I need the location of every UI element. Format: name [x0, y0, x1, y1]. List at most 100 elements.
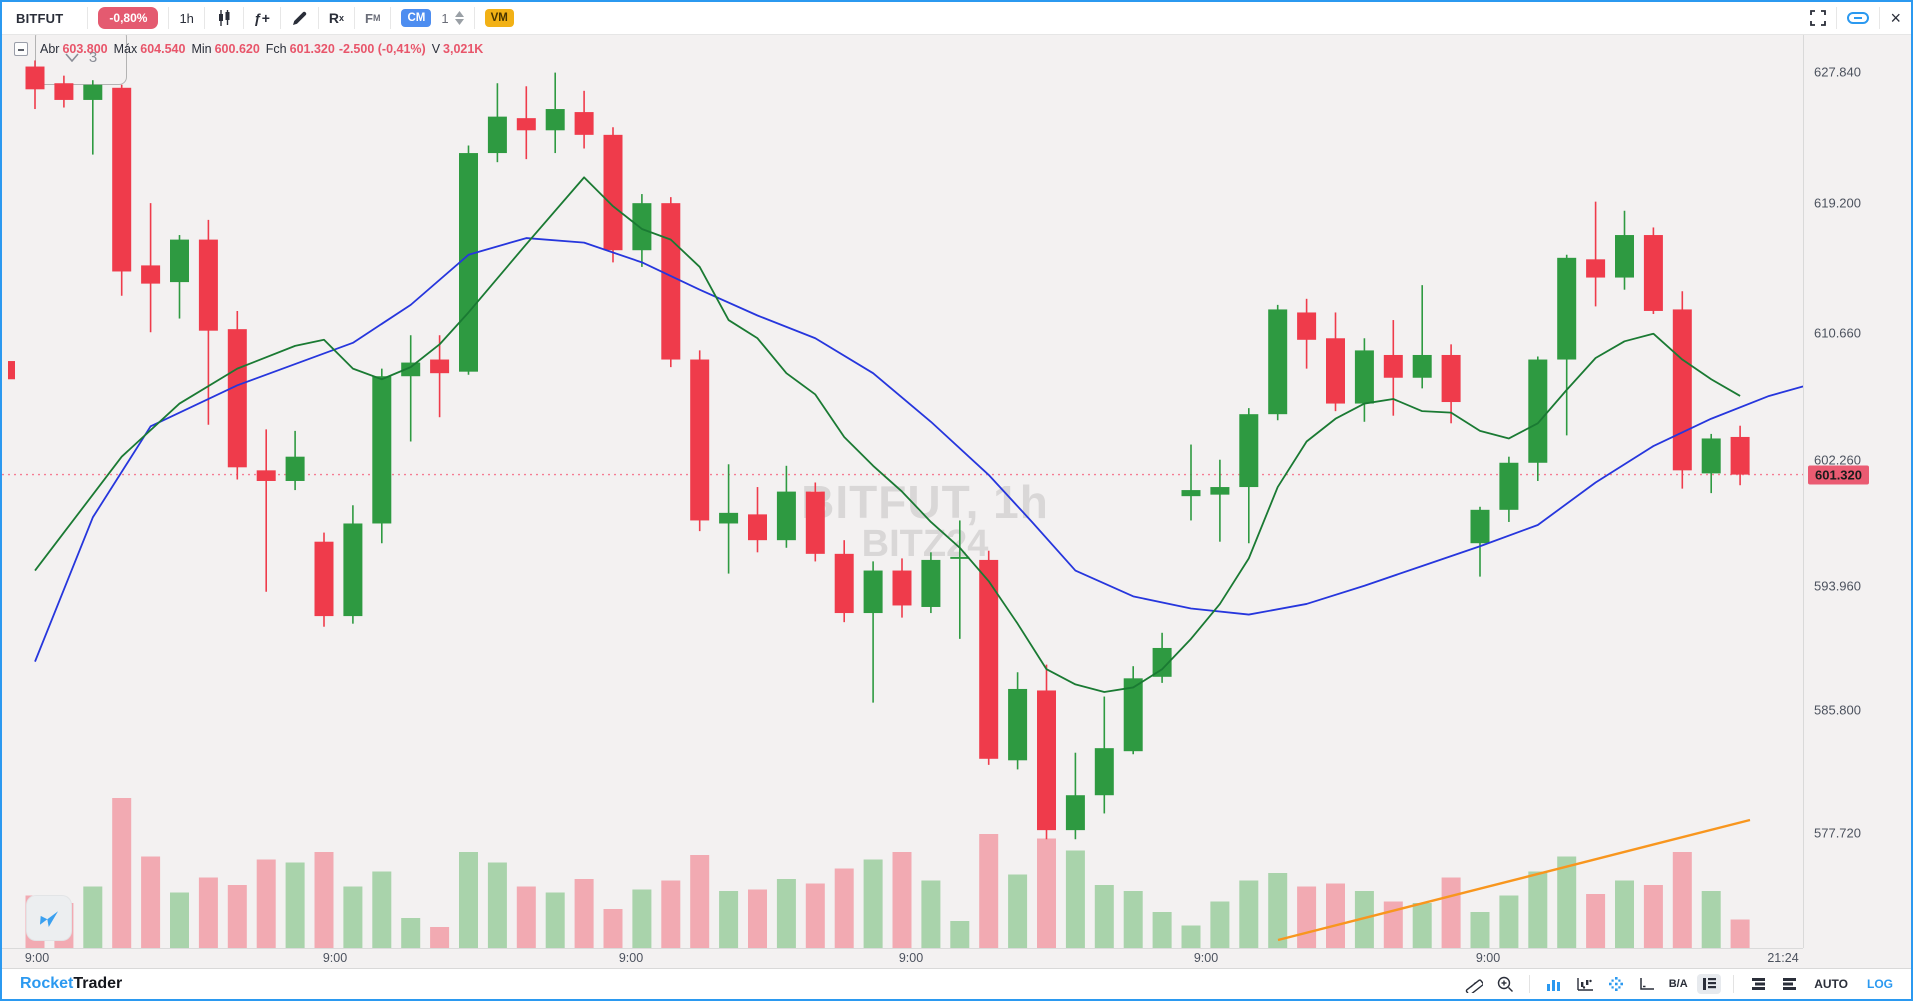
navigate-button[interactable] [27, 896, 71, 940]
log-scale-toggle[interactable]: LOG [1867, 977, 1893, 991]
toolbar-separator [168, 7, 170, 29]
stepper-down-icon[interactable] [454, 19, 464, 25]
toolbar-separator [390, 7, 392, 29]
link-button[interactable] [1847, 12, 1870, 24]
ruler-icon [1465, 979, 1484, 993]
volume-bar [1672, 852, 1692, 948]
candle-body [1470, 509, 1490, 544]
price-tick-label: 610.660 [1814, 325, 1861, 341]
quantity-stepper[interactable] [454, 11, 464, 25]
statusbar-separator [1529, 975, 1531, 993]
candle-body [227, 329, 247, 468]
close-button[interactable]: × [1890, 8, 1901, 29]
toolbar-separator [87, 7, 89, 29]
candle-body [1239, 414, 1259, 488]
time-tick-label: 9:00 [24, 951, 50, 965]
book-list-button[interactable] [1697, 974, 1722, 994]
status-bar: RocketTrader [2, 968, 1911, 999]
volume-bar [487, 862, 507, 948]
candle-body [1383, 354, 1403, 378]
depth-left-button[interactable] [1746, 974, 1770, 994]
time-tick-label: 9:00 [1475, 951, 1501, 965]
vm-toggle-button[interactable]: VM [484, 9, 514, 27]
volume-bar [1615, 880, 1634, 948]
symbol-button[interactable]: BITFUT [16, 10, 64, 26]
fullscreen-button[interactable] [1810, 10, 1827, 26]
chart-type-button[interactable] [1573, 974, 1597, 994]
axis-scale-button[interactable] [1635, 974, 1659, 994]
toolbar-separator [203, 7, 205, 29]
candle-body [1181, 490, 1201, 497]
change-percent-badge[interactable]: -0,80% [98, 7, 159, 29]
volume-bar [141, 856, 161, 948]
candle-body [545, 109, 565, 131]
time-tick-label: 9:00 [618, 951, 644, 965]
candle-body [1643, 235, 1663, 311]
volume-bar [1730, 919, 1750, 948]
volume-bar [1065, 850, 1085, 948]
bid-ask-button[interactable]: B/A [1666, 974, 1690, 994]
candle-body [516, 118, 536, 131]
candle-body [1094, 748, 1114, 796]
candle-body [1528, 359, 1548, 463]
candle-body [285, 456, 305, 481]
volume-bar [1008, 874, 1028, 948]
volume-bar [979, 834, 999, 948]
volume-bar [805, 883, 825, 948]
candle-body [603, 134, 623, 251]
candle-body [1441, 354, 1461, 403]
volume-bar [719, 891, 739, 948]
depth-right-button[interactable] [1777, 974, 1801, 994]
volume-bar [776, 879, 796, 948]
stepper-up-icon[interactable] [454, 11, 464, 17]
candle-body [372, 376, 392, 524]
auto-scale-toggle[interactable]: AUTO [1814, 977, 1848, 991]
candle-body [1268, 309, 1288, 415]
volume-bar [170, 892, 189, 948]
cursor-arrow-icon [39, 911, 59, 928]
legend-change-value: -2.500 (-0,41%) [338, 42, 426, 56]
quantity-value[interactable]: 1 [441, 10, 449, 26]
candle-body [1672, 309, 1692, 471]
volume-bar [863, 859, 883, 948]
time-axis[interactable]: 9:00 9:00 9:00 9:00 9:00 9:00 21:24 [2, 948, 1803, 968]
dots-pattern-button[interactable] [1604, 974, 1628, 994]
price-tick-label: 602.260 [1814, 452, 1861, 468]
legend-collapse-icon[interactable] [14, 42, 28, 56]
volume-bar [1557, 856, 1577, 948]
stacked-bars-right-icon [1782, 978, 1796, 990]
volume-bar [1643, 885, 1663, 948]
chart-plot-area[interactable]: BITFUT, 1h BITZ24 [2, 35, 1803, 948]
volume-bar [430, 927, 450, 948]
statusbar-separator [1733, 975, 1735, 993]
candlestick-icon [218, 10, 230, 26]
candle-body [1152, 647, 1172, 677]
volume-bar [950, 921, 970, 948]
volume-bar [1441, 877, 1461, 948]
candle-body [748, 514, 767, 541]
brand-logo[interactable]: RocketTrader [20, 975, 123, 992]
volume-bar [892, 852, 912, 948]
volume-bar [343, 886, 363, 948]
legend-volume-value: 3,021K [443, 42, 484, 56]
price-axis[interactable]: 627.840 619.200 610.660 602.260 593.960 585.8… [1803, 35, 1911, 948]
zoom-in-button[interactable] [1493, 974, 1517, 994]
price-tick-label: 619.200 [1814, 195, 1861, 211]
chart-style-button[interactable] [215, 9, 233, 27]
measure-button[interactable] [1462, 974, 1486, 994]
cm-toggle-button[interactable]: CM [401, 9, 432, 27]
volume-bar [661, 880, 681, 948]
volume-bar [516, 886, 536, 948]
volume-panel-button[interactable] [1542, 974, 1566, 994]
draw-button[interactable] [291, 10, 308, 27]
link-icon [1847, 12, 1870, 24]
volume-bar [1152, 912, 1172, 948]
candle-body [574, 112, 594, 135]
candlestick-chart[interactable] [2, 35, 1803, 948]
time-tick-label: 9:00 [322, 951, 348, 965]
candle-body [1354, 350, 1374, 404]
indicators-button[interactable]: ƒ+ [253, 10, 270, 26]
interval-button[interactable]: 1h [179, 10, 194, 26]
